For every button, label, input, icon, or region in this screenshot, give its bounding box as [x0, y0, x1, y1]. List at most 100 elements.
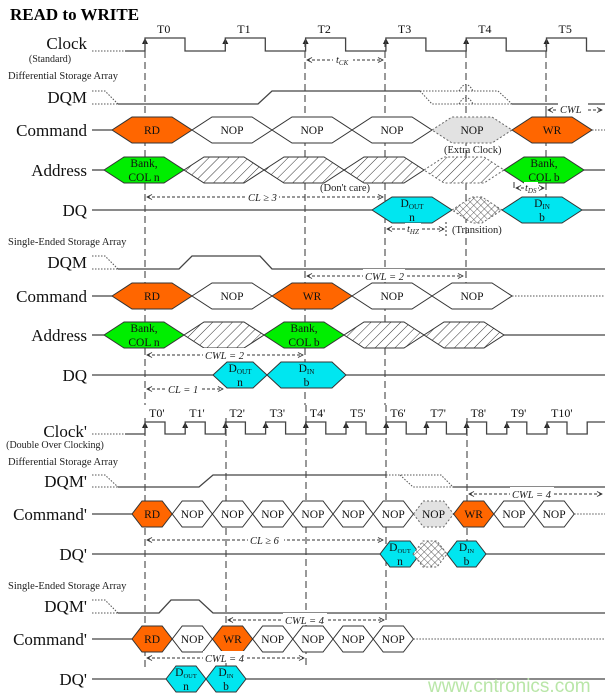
command-label: Command	[16, 121, 87, 140]
cell-text: NOP	[543, 509, 566, 521]
cell-text-top: DOUT	[175, 667, 197, 680]
command-3-cell-nop: NOP	[211, 500, 254, 528]
cell-text-bottom: COL n	[128, 337, 159, 349]
dq-label-4: DQ'	[59, 670, 87, 689]
timing-annotations-3: CWL = 4 CL ≥ 6	[147, 487, 602, 547]
command-3-cell-nop: NOP	[332, 500, 374, 528]
command-3-cell-nop: NOP	[292, 500, 334, 528]
cell-text: NOP	[380, 291, 403, 303]
command-label-3: Command'	[13, 505, 87, 524]
tck-label: tCK	[336, 55, 349, 67]
dqm-waveform-3	[92, 474, 605, 488]
dqm-label: DQM	[47, 88, 87, 107]
address-label: Address	[31, 161, 87, 180]
diagram-title: READ to WRITE	[10, 5, 139, 24]
cell-text: WR	[303, 291, 322, 303]
cwl-label-3: CWL = 4	[512, 490, 552, 501]
cl-label-2: CL = 1	[168, 385, 198, 396]
cell-text: NOP	[220, 291, 243, 303]
group-label-differential: Differential Storage Array	[8, 71, 119, 82]
dq-cell-xhatch	[451, 196, 503, 224]
command-4-cell-wr: WR	[211, 625, 254, 653]
cell-text-bottom: b	[223, 681, 229, 693]
command-cell-nop: NOP	[431, 116, 513, 144]
clock-tick-label: T3	[398, 22, 411, 36]
command-cell-nop: NOP	[191, 116, 273, 144]
cell-text-top: DOUT	[229, 363, 253, 376]
cell-text-top: DIN	[218, 667, 233, 680]
command-cell-wr: WR	[511, 116, 593, 144]
address-cell-hatch-dotted	[423, 156, 505, 184]
cell-text: NOP	[342, 509, 365, 521]
cwl-label-2b: CWL = 2	[205, 351, 245, 362]
cl-label-3: CL ≥ 6	[250, 536, 280, 547]
cell-text: WR	[543, 125, 562, 137]
command-3-cell-nop: NOP	[412, 500, 455, 528]
clock-tick-label: T3'	[270, 406, 286, 420]
cell-text: NOP	[221, 509, 244, 521]
command-label-2: Command	[16, 287, 87, 306]
command-cell-nop: NOP	[351, 116, 433, 144]
clock-tick-label: T2'	[229, 406, 245, 420]
dqm-label-3: DQM'	[44, 472, 87, 491]
command-2-cell-wr: WR	[271, 282, 353, 310]
clock-tick-label: T4	[478, 22, 491, 36]
clock-tick-label: T0'	[149, 406, 165, 420]
command-row: RD NOP NOP NOP NOP WR	[92, 116, 605, 144]
thz-label: tHZ	[407, 224, 419, 236]
clock-tick-label: T10'	[551, 406, 573, 420]
cell-text: NOP	[300, 125, 323, 137]
address-cell-hatch	[183, 156, 265, 184]
cell-text-bottom: n	[237, 377, 243, 389]
watermark: www.cntronics.com	[427, 676, 591, 697]
clock-sublabel: (Standard)	[29, 54, 71, 65]
address-2-cell-addr: Bank, COL n	[103, 321, 185, 349]
command-row-2: RD NOP WR NOP NOP	[92, 282, 605, 310]
cwl-label: CWL	[560, 105, 582, 116]
cell-text: NOP	[382, 634, 405, 646]
cell-text-bottom: b	[304, 377, 310, 389]
clock-line	[125, 37, 605, 52]
command-row-4: RD NOP WR NOP NOP NOP NOP	[92, 625, 605, 653]
cell-text-bottom: n	[409, 212, 415, 224]
cell-text: NOP	[181, 634, 204, 646]
command-2-cell-nop: NOP	[351, 282, 433, 310]
group-label-differential-3: Differential Storage Array	[8, 457, 119, 468]
cell-text-top: DOUT	[401, 198, 425, 211]
cell-text-top: Bank,	[130, 323, 157, 335]
cell-text: RD	[144, 125, 160, 137]
clock-double-label: Clock'	[43, 422, 87, 441]
clock-tick-label: T0	[157, 22, 170, 36]
command-3-cell-nop: NOP	[493, 500, 535, 528]
cell-text-bottom: n	[183, 681, 189, 693]
command-4-cell-nop: NOP	[251, 625, 294, 653]
cell-text: NOP	[380, 125, 403, 137]
address-label-2: Address	[31, 326, 87, 345]
command-3-cell-rd: RD	[131, 500, 173, 528]
clock-tick-label: T7'	[430, 406, 446, 420]
group-label-single-ended-4: Single-Ended Storage Array	[8, 581, 127, 592]
dqm-waveform-4	[92, 599, 605, 614]
command-cell-rd: RD	[111, 116, 193, 144]
command-4-cell-nop: NOP	[372, 625, 415, 653]
timing-annotations-2: CWL = 2 CWL = 2 CL = 1	[147, 269, 463, 396]
dont-care-label: (Don't care)	[320, 183, 370, 194]
clock-tick-label: T5'	[350, 406, 366, 420]
address-2-cell-hatch	[423, 321, 505, 349]
cwl-label-4b: CWL = 4	[205, 654, 245, 665]
extra-clock-label: (Extra Clock)	[444, 145, 502, 156]
command-row-3: RD NOP NOP NOP NOP NOP NOP NOP WR NOP NOP	[92, 500, 605, 528]
address-cell-addr: Bank, COL n	[103, 156, 185, 184]
cell-text: NOP	[261, 634, 284, 646]
command-cell-nop: NOP	[271, 116, 353, 144]
cell-text-top: DIN	[299, 363, 315, 376]
cell-text: NOP	[460, 291, 483, 303]
dqm-waveform	[92, 84, 605, 105]
cell-text: WR	[223, 634, 242, 646]
clock-tick-label: T5	[559, 22, 572, 36]
cell-text-bottom: COL b	[528, 172, 559, 184]
command-2-cell-nop: NOP	[191, 282, 273, 310]
clock-double-line	[125, 421, 605, 435]
command-4-cell-nop: NOP	[171, 625, 214, 653]
